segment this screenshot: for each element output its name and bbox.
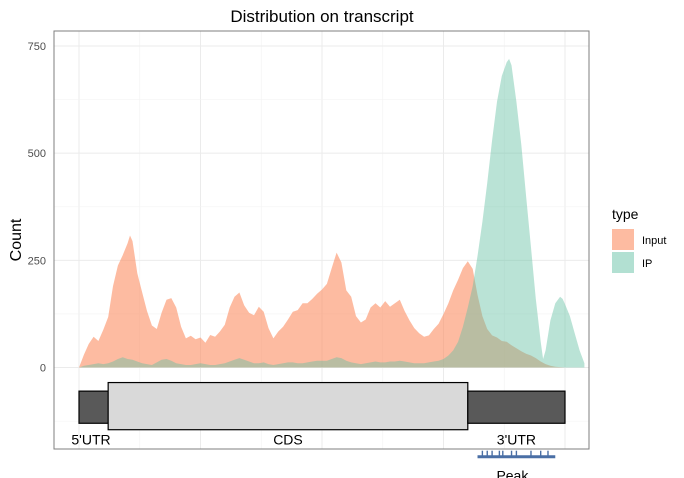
series-areas (79, 58, 585, 368)
area-series-input (79, 235, 565, 368)
legend: type Input IP (612, 206, 666, 273)
plot-area: 0 250 500 750 5'UTR CDS 3'UTR Peak (28, 30, 590, 478)
y-ticks: 0 250 500 750 (28, 41, 46, 375)
gene-segment-utr5 (78, 390, 109, 424)
legend-title: type (612, 206, 639, 222)
legend-swatch-input (612, 229, 634, 250)
peak-track: Peak (477, 450, 556, 478)
gene-segment-utr3 (467, 390, 566, 424)
gene-model: 5'UTR CDS 3'UTR (71, 381, 566, 448)
y-tick-label: 500 (28, 148, 46, 160)
gene-label-cds: CDS (273, 432, 303, 448)
y-tick-label: 250 (28, 255, 46, 267)
gene-segment-cds (107, 381, 469, 431)
y-tick-label: 0 (40, 363, 46, 375)
plot-border (53, 30, 590, 450)
gene-label-5utr: 5'UTR (71, 432, 110, 448)
legend-swatch-ip (612, 252, 634, 273)
chart-title: Distribution on transcript (230, 7, 414, 26)
peak-label: Peak (496, 468, 529, 478)
area-series-ip (79, 58, 585, 368)
legend-label-ip: IP (642, 258, 652, 270)
legend-label-input: Input (642, 235, 666, 247)
y-tick-label: 750 (28, 41, 46, 53)
y-axis-label: Count (8, 218, 25, 261)
gene-label-3utr: 3'UTR (497, 432, 536, 448)
